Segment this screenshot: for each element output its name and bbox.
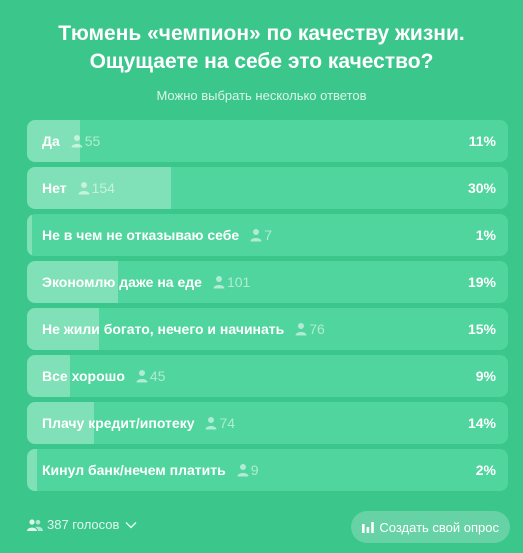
poll-option-vote-count: 55 <box>84 133 101 149</box>
poll-option[interactable]: Не жили богато, нечего и начинать 76 15% <box>27 308 508 350</box>
create-poll-button[interactable]: Создать свой опрос <box>351 511 510 543</box>
poll-option-vote-count: 76 <box>309 321 325 337</box>
person-icon <box>136 370 148 383</box>
poll-option-label: Не жили богато, нечего и начинать <box>42 321 285 337</box>
poll-option-result-bar <box>27 214 32 256</box>
poll-option-vote-count: 7 <box>264 227 272 243</box>
poll-option-label: Кинул банк/нечем платить <box>42 462 226 478</box>
poll-option-percent: 15% <box>467 321 496 337</box>
poll-option[interactable]: Нет 154 30% <box>27 167 508 209</box>
poll-option[interactable]: Да 55 11% <box>27 120 508 162</box>
chevron-down-icon <box>125 521 137 529</box>
poll-option-vote-count: 9 <box>250 462 259 478</box>
poll-option[interactable]: Не в чем не отказываю себе 7 1% <box>27 214 508 256</box>
poll-option-votes: 101 <box>212 274 250 290</box>
poll-option-votes: 7 <box>249 227 272 243</box>
poll-option-content: Кинул банк/нечем платить 9 2% <box>27 449 508 491</box>
poll-option-percent: 19% <box>467 274 496 290</box>
poll-option-content: Экономлю даже на еде 101 19% <box>27 261 508 303</box>
group-icon <box>27 518 43 531</box>
poll-option-content: Нет 154 30% <box>27 167 508 209</box>
poll-option-votes: 76 <box>294 321 325 337</box>
poll-option-votes: 45 <box>135 368 166 384</box>
poll-option-label: Плачу кредит/ипотеку <box>42 415 195 431</box>
poll-option-percent: 14% <box>467 415 496 431</box>
poll-option-percent: 30% <box>467 180 496 196</box>
poll-option-content: Плачу кредит/ипотеку 74 14% <box>27 402 508 444</box>
person-icon <box>250 229 262 242</box>
poll-option-vote-count: 45 <box>149 368 166 384</box>
poll-option-content: Все хорошо 45 9% <box>27 355 508 397</box>
poll-options: Да 55 11% Нет 154 30% Не в чем не отказываю се… <box>27 120 508 496</box>
poll-option-content: Да 55 11% <box>27 120 508 162</box>
poll-title-line-2: Ощущаете на себе это качество? <box>89 50 434 73</box>
poll-title: Тюмень «чемпион» по качеству жизни. Ощущ… <box>0 20 523 76</box>
poll-option-percent: 1% <box>475 227 496 243</box>
poll-option-votes: 154 <box>77 180 115 196</box>
poll-option-label: Не в чем не отказываю себе <box>42 227 240 243</box>
person-icon <box>213 276 225 289</box>
person-icon <box>78 182 90 195</box>
poll-option-result-bar <box>27 120 80 162</box>
poll-option-percent: 9% <box>475 368 496 384</box>
person-icon <box>205 417 217 430</box>
poll-option[interactable]: Плачу кредит/ипотеку 74 14% <box>27 402 508 444</box>
poll-option[interactable]: Все хорошо 45 9% <box>27 355 508 397</box>
poll-option-result-bar <box>27 261 119 303</box>
poll-option-content: Не жили богато, нечего и начинать 76 15% <box>27 308 508 350</box>
poll-option-vote-count: 154 <box>91 180 115 196</box>
poll-option-result-bar <box>27 402 95 444</box>
poll-option-label: Нет <box>42 180 67 196</box>
person-icon <box>71 135 83 148</box>
poll-option-result-bar <box>27 308 100 350</box>
poll-option-percent: 2% <box>475 462 496 478</box>
person-icon <box>295 323 307 336</box>
poll-option-percent: 11% <box>468 133 496 149</box>
poll-option-label: Все хорошо <box>42 368 125 384</box>
poll-option-label: Экономлю даже на еде <box>42 274 202 290</box>
poll-option[interactable]: Экономлю даже на еде 101 19% <box>27 261 508 303</box>
poll-option-vote-count: 74 <box>219 415 236 431</box>
total-votes-label: 387 голосов <box>47 517 120 532</box>
poll-subtitle: Можно выбрать несколько ответов <box>156 88 367 103</box>
create-poll-label: Создать свой опрос <box>379 519 499 535</box>
bar-chart-icon <box>362 521 375 533</box>
poll-option-result-bar <box>27 167 172 209</box>
poll-title-line-1: Тюмень «чемпион» по качеству жизни. <box>58 22 465 45</box>
total-votes-toggle[interactable]: 387 голосов <box>27 517 137 532</box>
poll-option-result-bar <box>27 355 71 397</box>
poll-option-content: Не в чем не отказываю себе 7 1% <box>27 214 508 256</box>
person-icon <box>237 464 249 477</box>
poll-option-votes: 55 <box>70 133 101 149</box>
poll-option-vote-count: 101 <box>226 274 251 290</box>
poll-option-votes: 9 <box>236 462 259 478</box>
poll-option-votes: 74 <box>204 415 235 431</box>
poll-option-result-bar <box>27 449 37 491</box>
poll-option[interactable]: Кинул банк/нечем платить 9 2% <box>27 449 508 491</box>
poll-option-label: Да <box>42 133 60 149</box>
